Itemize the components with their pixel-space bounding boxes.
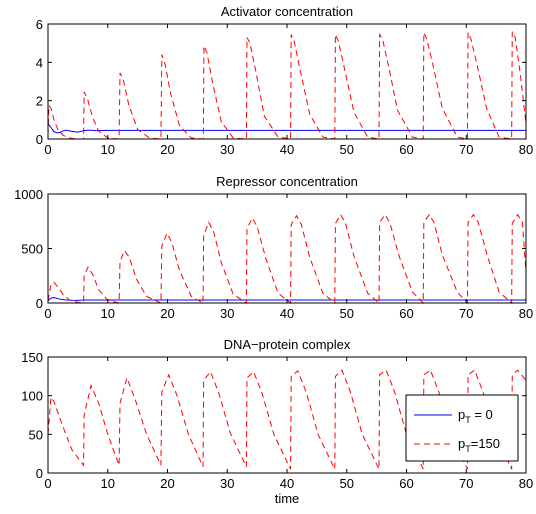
legend-label-pT150: pT=150 xyxy=(458,436,500,454)
subplot-title: DNA−protein complex xyxy=(224,337,351,352)
subplot-title: Repressor concentration xyxy=(216,174,358,189)
x-tick-label: 20 xyxy=(160,306,174,321)
legend-label-pT0: pT = 0 xyxy=(458,407,493,425)
series-line-pT0 xyxy=(48,297,526,302)
subplot-2: 0 10 20 30 40 50 60 70 80 0 500 1000 Repressor conce… xyxy=(14,174,533,321)
x-tick-label: 70 xyxy=(459,476,473,491)
x-tick-label: 30 xyxy=(220,142,234,157)
x-tick-label: 60 xyxy=(399,306,413,321)
x-tick-label: 50 xyxy=(340,142,354,157)
y-tick-label: 4 xyxy=(36,55,43,70)
subplot-3: 0 10 20 30 40 50 60 70 80 0 50 100 150 DNA−protein co… xyxy=(21,337,533,506)
y-tick-label: 0 xyxy=(36,296,43,311)
x-tick-label: 50 xyxy=(340,306,354,321)
x-tick-label: 10 xyxy=(101,476,115,491)
series-line-pT150 xyxy=(48,213,526,304)
y-tick-label: 500 xyxy=(21,242,43,257)
x-tick-label: 40 xyxy=(280,306,294,321)
x-tick-label: 80 xyxy=(519,142,533,157)
y-tick-label: 0 xyxy=(36,132,43,147)
y-tick-label: 0 xyxy=(36,466,43,481)
x-tick-label: 70 xyxy=(459,142,473,157)
subplot-1: 0 10 20 30 40 50 60 70 80 0 2 4 6 Activator concentra… xyxy=(36,4,533,157)
x-tick-label: 0 xyxy=(44,306,51,321)
series-line-pT150 xyxy=(48,31,526,140)
y-tick-label: 100 xyxy=(21,389,43,404)
x-tick-label: 40 xyxy=(280,476,294,491)
x-tick-label: 40 xyxy=(280,142,294,157)
y-tick-label: 150 xyxy=(21,350,43,365)
subplot-title: Activator concentration xyxy=(221,4,353,19)
y-tick-label: 1000 xyxy=(14,187,43,202)
x-axis-label: time xyxy=(275,491,300,506)
x-tick-label: 0 xyxy=(44,142,51,157)
x-tick-label: 80 xyxy=(519,476,533,491)
x-tick-label: 60 xyxy=(399,142,413,157)
x-tick-label: 50 xyxy=(340,476,354,491)
x-tick-label: 20 xyxy=(160,476,174,491)
y-tick-label: 50 xyxy=(29,427,43,442)
legend-box xyxy=(405,394,519,462)
x-tick-label: 70 xyxy=(459,306,473,321)
y-tick-label: 6 xyxy=(36,17,43,32)
plot-area xyxy=(48,24,526,139)
legend: pT = 0 pT=150 xyxy=(405,394,519,462)
x-tick-label: 80 xyxy=(519,306,533,321)
x-tick-label: 30 xyxy=(220,306,234,321)
plot-area xyxy=(48,194,526,303)
series-line-pT0 xyxy=(48,123,526,134)
y-tick-label: 2 xyxy=(36,94,43,109)
x-tick-label: 20 xyxy=(160,142,174,157)
x-tick-label: 10 xyxy=(101,142,115,157)
x-tick-label: 10 xyxy=(101,306,115,321)
x-tick-label: 30 xyxy=(220,476,234,491)
x-tick-label: 0 xyxy=(44,476,51,491)
x-tick-label: 60 xyxy=(399,476,413,491)
